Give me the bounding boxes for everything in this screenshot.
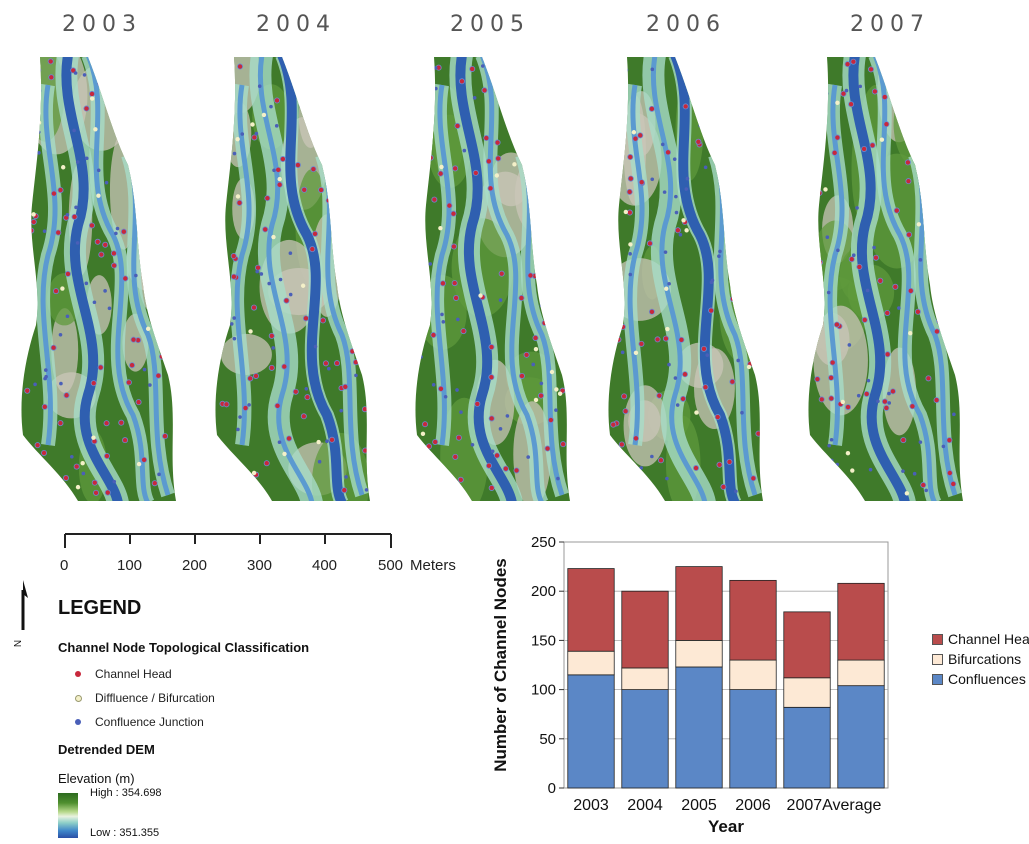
- scale-tick-0: 0: [60, 557, 69, 574]
- y-tick-label: 50: [539, 731, 556, 748]
- bar-confluences-average: [837, 685, 885, 789]
- channel-head-dot-icon: [75, 671, 81, 677]
- bar-channel-heads-2006: [729, 579, 777, 661]
- bifurcations-swatch-icon: [932, 654, 943, 665]
- bar-bifurcations-2006: [729, 659, 777, 691]
- scale-tick-300: 300: [247, 557, 273, 574]
- river-map-2003: [21, 57, 176, 501]
- legend-classification-title: Channel Node Topological Classification: [58, 640, 310, 655]
- scale-unit: Meters: [410, 557, 456, 574]
- confluence-dot-icon: [75, 719, 81, 725]
- x-tick-label: 2006: [735, 797, 771, 814]
- bar-confluences-2003: [567, 674, 615, 789]
- channel-heads-swatch-icon: [932, 634, 943, 645]
- bar-channel-heads-2005: [675, 566, 723, 641]
- elevation-low-label: Low : 351.355: [90, 827, 160, 839]
- scale-tick-100: 100: [117, 557, 143, 574]
- bar-bifurcations-2003: [567, 650, 615, 676]
- elevation-color-ramp: [58, 793, 78, 838]
- chart-legend-label: Confluences: [948, 671, 1026, 687]
- legend-title: LEGEND: [58, 597, 142, 619]
- bar-bifurcations-2007: [783, 677, 831, 708]
- x-tick-label: 2007Average: [787, 797, 882, 814]
- bar-confluences-2005: [675, 666, 723, 789]
- scale-tick-500: 500: [378, 557, 404, 574]
- bar-channel-heads-2004: [621, 590, 669, 669]
- legend-item-label: Channel Head: [95, 667, 172, 681]
- y-axis-title: Number of Channel Nodes: [491, 558, 510, 771]
- x-tick-label: 2003: [573, 797, 609, 814]
- river-map-2004: [215, 57, 370, 501]
- map-year-label-2004: 2004: [256, 12, 336, 37]
- scale-bar: [64, 533, 392, 548]
- bar-confluences-2004: [621, 689, 669, 789]
- y-tick-label: 100: [531, 682, 556, 699]
- legend-item-label: Confluence Junction: [95, 715, 204, 729]
- y-tick-label: 150: [531, 632, 556, 649]
- bar-bifurcations-2005: [675, 640, 723, 668]
- x-tick-label: 2004: [627, 797, 663, 814]
- map-year-label-2007: 2007: [850, 12, 930, 37]
- legend-dem-title: Detrended DEM: [58, 742, 155, 757]
- y-tick-label: 0: [548, 780, 556, 797]
- river-map-2007: [808, 57, 963, 501]
- confluences-swatch-icon: [932, 674, 943, 685]
- bar-confluences-2006: [729, 689, 777, 789]
- river-map-2006: [608, 57, 763, 501]
- north-arrow-icon: [21, 580, 28, 630]
- scale-tick-200: 200: [182, 557, 208, 574]
- bar-channel-heads-2007: [783, 611, 831, 679]
- plot-area: [563, 541, 889, 789]
- x-axis-title: Year: [708, 817, 744, 836]
- chart-legend-label: Channel Heads: [948, 631, 1029, 647]
- north-label: N: [13, 639, 25, 648]
- channel-nodes-bar-chart: 0 50 100 150 200 250 2003 2004 2005 2006 2007Avera…: [491, 534, 889, 836]
- bifurcation-dot-icon: [75, 695, 82, 702]
- bar-channel-heads-average: [837, 582, 885, 661]
- map-year-label-2005: 2005: [450, 12, 530, 37]
- bar-bifurcations-average: [837, 659, 885, 687]
- scale-tick-400: 400: [312, 557, 338, 574]
- legend-elevation-label: Elevation (m): [58, 771, 135, 786]
- legend-item-label: Diffluence / Bifurcation: [95, 691, 215, 705]
- bar-bifurcations-2004: [621, 667, 669, 690]
- map-year-label-2006: 2006: [646, 12, 726, 37]
- bar-channel-heads-2003: [567, 568, 615, 652]
- elevation-high-label: High : 354.698: [90, 787, 162, 799]
- bar-confluences-2007: [783, 706, 831, 789]
- map-year-label-2003: 2003: [62, 12, 142, 37]
- y-tick-label: 250: [531, 534, 556, 551]
- river-map-2005: [415, 57, 570, 501]
- x-tick-label: 2005: [681, 797, 717, 814]
- y-tick-label: 200: [531, 583, 556, 600]
- chart-legend-label: Bifurcations: [948, 651, 1022, 667]
